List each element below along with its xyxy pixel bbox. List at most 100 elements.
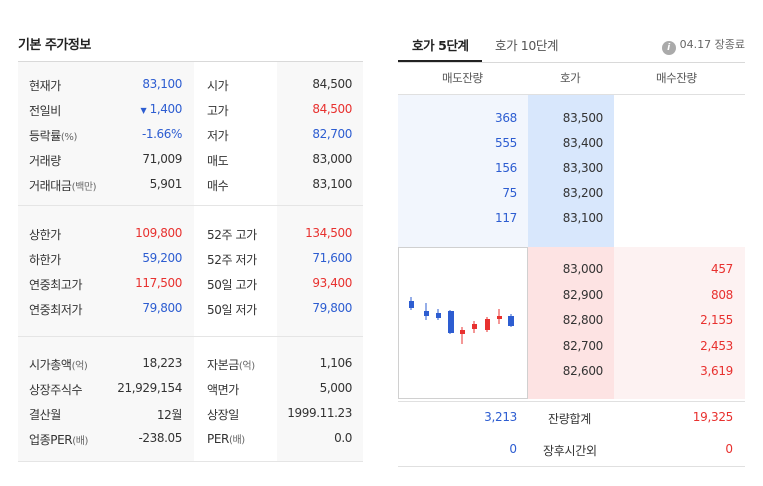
info-row: 하한가 59,200 52주 저가 71,600 bbox=[18, 246, 363, 271]
info-label-text: 50일 고가 bbox=[207, 278, 257, 292]
info-value-text: 12월 bbox=[156, 408, 183, 422]
bid-price: 82,600 bbox=[562, 364, 604, 378]
info-label: 연중최저가 bbox=[29, 301, 83, 318]
info-row: 거래량 71,009 매도 83,000 bbox=[18, 147, 363, 172]
info-value: 21,929,154 bbox=[117, 381, 182, 395]
info-section: 상한가 109,800 52주 고가 134,500 하한가 59,200 52주 저가 71… bbox=[18, 206, 363, 337]
info-value-text: 71,009 bbox=[142, 152, 182, 166]
info-value: 5,901 bbox=[149, 177, 183, 191]
orderbook-row[interactable]: 156 83,300 bbox=[398, 157, 745, 182]
info-label: 거래량 bbox=[29, 152, 61, 169]
info-value: 93,400 bbox=[312, 276, 352, 290]
bid-volume: 808 bbox=[710, 287, 733, 302]
info-label: 매수 bbox=[207, 177, 229, 194]
info-label-text: 거래량 bbox=[29, 154, 61, 168]
info-value: 134,500 bbox=[305, 226, 352, 240]
info-label-unit: (백만) bbox=[71, 182, 97, 193]
ask-volume: 75 bbox=[502, 186, 517, 200]
info-label-text: 결산월 bbox=[29, 408, 61, 422]
orderbook-row[interactable]: 368 83,500 bbox=[398, 107, 745, 132]
info-icon[interactable]: i bbox=[661, 41, 676, 55]
info-row: 상한가 109,800 52주 고가 134,500 bbox=[18, 221, 363, 246]
info-label: 50일 고가 bbox=[207, 276, 257, 293]
info-value-text: 83,100 bbox=[142, 77, 182, 91]
orderbook-row[interactable]: 75 83,200 bbox=[398, 182, 745, 207]
info-label-unit: (배) bbox=[72, 436, 89, 447]
info-label-text: 시가 bbox=[207, 79, 229, 93]
ask-volume: 555 bbox=[494, 136, 517, 150]
info-label: 시가총액(억) bbox=[29, 356, 88, 373]
info-label: 자본금(억) bbox=[207, 356, 255, 373]
info-row: 시가총액(억) 18,223 자본금(억) 1,106 bbox=[18, 351, 363, 376]
market-status-text: 04.17 장종료 bbox=[679, 38, 745, 51]
info-value: 71,600 bbox=[312, 251, 352, 265]
info-label-text: 전일비 bbox=[29, 104, 61, 118]
info-label-text: 현재가 bbox=[29, 79, 61, 93]
info-value: 18,223 bbox=[142, 356, 182, 370]
basic-stock-info-title: 기본 주가정보 bbox=[18, 38, 91, 53]
info-value-text: 5,901 bbox=[149, 177, 183, 191]
orderbook-row[interactable]: 555 83,400 bbox=[398, 132, 745, 157]
tab-5-levels[interactable]: 호가 5단계 bbox=[412, 38, 469, 53]
tab-10-levels[interactable]: 호가 10단계 bbox=[495, 38, 559, 53]
info-value: 59,200 bbox=[142, 251, 182, 265]
info-value: -1.66% bbox=[142, 127, 182, 141]
total-bid-volume: 19,325 bbox=[692, 410, 734, 424]
info-value-text: 109,800 bbox=[135, 226, 182, 240]
info-label-text: 매수 bbox=[207, 179, 229, 193]
info-label-text: 상장일 bbox=[207, 408, 239, 422]
bid-price: 83,000 bbox=[562, 262, 604, 276]
info-label: 전일비 bbox=[29, 102, 61, 119]
orderbook-row[interactable]: 117 83,100 bbox=[398, 207, 745, 232]
info-value: 109,800 bbox=[135, 226, 182, 240]
info-value: 117,500 bbox=[135, 276, 182, 290]
ask-volume: 156 bbox=[494, 161, 517, 175]
info-label-unit: (배) bbox=[228, 435, 245, 446]
info-value-text: -238.05 bbox=[138, 431, 182, 445]
info-label-text: 52주 고가 bbox=[207, 228, 257, 242]
info-value: 83,100 bbox=[142, 77, 182, 91]
info-label: 거래대금(백만) bbox=[29, 177, 97, 194]
info-label: 시가 bbox=[207, 77, 229, 94]
info-row: 전일비 ▼ 1,400 고가 84,500 bbox=[18, 97, 363, 122]
info-section: 현재가 83,100 시가 84,500 전일비 ▼ 1,400 고가 84,500 등락률(%… bbox=[18, 62, 363, 206]
info-row: 거래대금(백만) 5,901 매수 83,100 bbox=[18, 172, 363, 197]
info-value-text: -1.66% bbox=[141, 127, 182, 141]
info-label: 상한가 bbox=[29, 226, 61, 243]
ask-volume-header: 매도잔량 bbox=[442, 71, 483, 85]
basic-stock-info-table: 현재가 83,100 시가 84,500 전일비 ▼ 1,400 고가 84,500 등락률(%… bbox=[18, 61, 363, 462]
info-value-text: 21,929,154 bbox=[117, 381, 182, 395]
orderbook-row[interactable]: 82,600 3,619 bbox=[398, 360, 745, 385]
total-ask-volume: 3,213 bbox=[484, 410, 517, 424]
info-value: 83,100 bbox=[312, 177, 352, 191]
info-label: 상장주식수 bbox=[29, 381, 83, 398]
info-value: 1,106 bbox=[319, 356, 353, 370]
mini-candle-chart bbox=[398, 247, 528, 399]
orderbook-tabs: 호가 5단계 호가 10단계 i 04.17 장종료 bbox=[398, 28, 745, 62]
info-value: 0.0 bbox=[334, 431, 352, 445]
orderbook-row[interactable]: 82,700 2,453 bbox=[398, 335, 745, 360]
bid-price: 82,900 bbox=[562, 287, 604, 302]
info-value: 83,000 bbox=[312, 152, 352, 166]
info-value-text: 1,400 bbox=[149, 102, 183, 116]
orderbook-row[interactable]: 82,800 2,155 bbox=[398, 309, 745, 334]
ask-price: 83,200 bbox=[562, 186, 604, 200]
orderbook-row[interactable]: 83,000 457 bbox=[398, 258, 745, 283]
info-label-text: 액면가 bbox=[207, 383, 239, 397]
orderbook-row[interactable]: 82,900 808 bbox=[398, 284, 745, 309]
price-header: 호가 bbox=[560, 71, 581, 85]
ask-price: 83,500 bbox=[562, 111, 604, 125]
info-label: 업종PER(배) bbox=[29, 431, 88, 448]
info-label-text: PER bbox=[207, 432, 229, 446]
market-status: i 04.17 장종료 bbox=[661, 36, 745, 55]
ask-price: 83,100 bbox=[562, 211, 604, 225]
info-value: 12월 bbox=[156, 406, 183, 423]
info-value-text: 59,200 bbox=[142, 251, 182, 265]
info-label-text: 등락률 bbox=[29, 129, 61, 143]
info-label-text: 연중최고가 bbox=[29, 278, 83, 292]
info-row: 연중최저가 79,800 50일 저가 79,800 bbox=[18, 296, 363, 321]
info-row: 등락률(%) -1.66% 저가 82,700 bbox=[18, 122, 363, 147]
info-value-text: 79,800 bbox=[142, 301, 182, 315]
info-value-text: 18,223 bbox=[142, 356, 182, 370]
candlestick-chart-icon bbox=[409, 297, 514, 344]
